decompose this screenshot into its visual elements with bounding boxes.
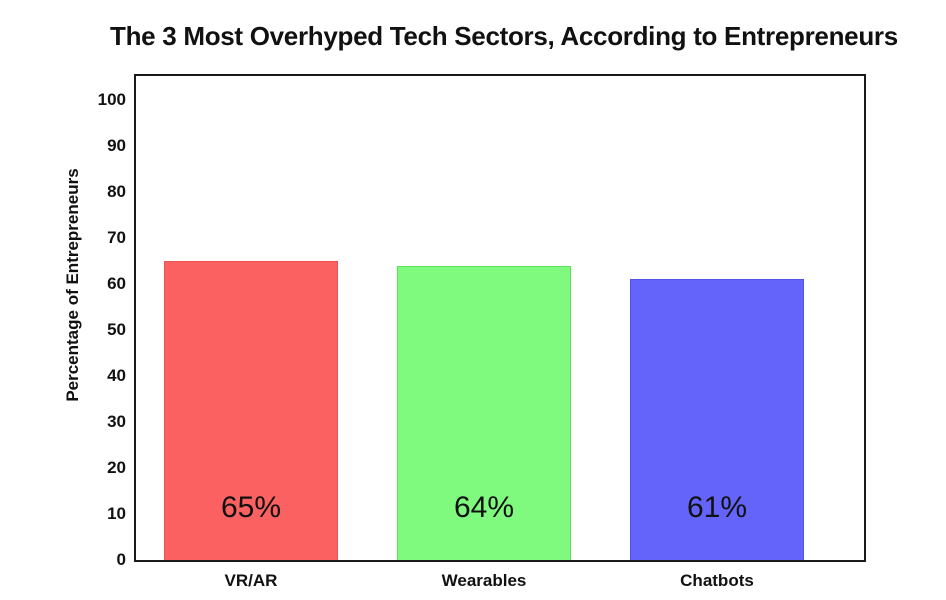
x-tick-label-chatbots: Chatbots — [680, 571, 754, 590]
bar-wearables: 64% — [397, 266, 571, 560]
x-tick-label-vr-ar: VR/AR — [224, 571, 278, 590]
bar-vr-ar: 65% — [164, 261, 338, 560]
bar-value-label: 64% — [453, 491, 515, 524]
y-tick-label-90: 90 — [107, 136, 126, 155]
plot-area: 65% 64% 61% — [134, 74, 866, 562]
bar-value-label: 65% — [220, 491, 282, 524]
x-tick-label-wearables: Wearables — [441, 571, 527, 590]
y-tick-label-30: 30 — [107, 412, 126, 431]
y-tick-label-10: 10 — [107, 504, 126, 523]
y-tick-label-70: 70 — [107, 228, 126, 247]
y-tick-label-40: 40 — [107, 366, 126, 385]
bar-chatbots: 61% — [630, 279, 804, 560]
bar-value-label: 61% — [686, 491, 748, 524]
y-tick-label-80: 80 — [107, 182, 126, 201]
y-tick-label-60: 60 — [107, 274, 126, 293]
y-tick-label-20: 20 — [107, 458, 126, 477]
y-tick-label-50: 50 — [107, 320, 126, 339]
chart-title: The 3 Most Overhyped Tech Sectors, Accor… — [110, 21, 898, 51]
y-tick-label-0: 0 — [116, 550, 126, 569]
y-tick-label-100: 100 — [97, 90, 126, 109]
